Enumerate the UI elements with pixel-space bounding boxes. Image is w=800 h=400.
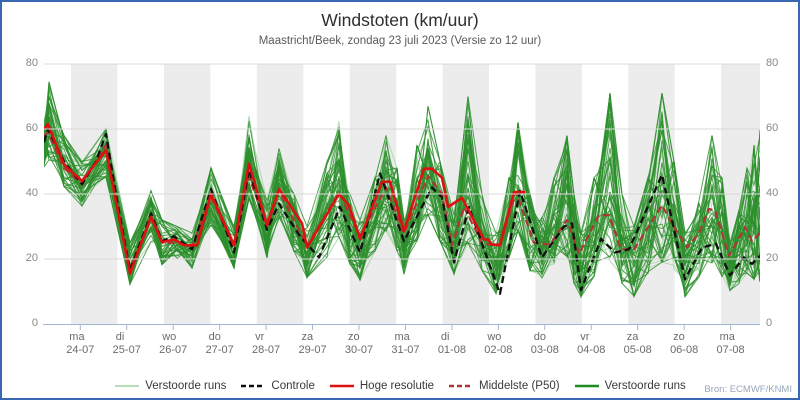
chart-legend: Verstoorde runs Controle Hoge resolutie Mid… <box>2 380 798 392</box>
legend-label: Controle <box>271 380 315 392</box>
x-axis-day-label: do 27-07 <box>205 331 234 356</box>
chart-title: Windstoten (km/uur) <box>321 10 479 30</box>
legend-item: Verstoorde runs <box>114 380 226 392</box>
y-axis-label-right: 20 <box>766 252 779 264</box>
chart-subtitle: Maastricht/Beek, zondag 23 juli 2023 (Ve… <box>258 35 542 47</box>
x-axis-day-label: ma 07-08 <box>716 331 745 356</box>
series-hoge-resolutie <box>44 122 525 275</box>
y-axis-label-left: 0 <box>31 317 38 329</box>
y-axis-label-left: 40 <box>25 187 38 199</box>
y-axis-label-left: 60 <box>25 122 38 134</box>
x-axis-day-label: do 03-08 <box>530 331 559 356</box>
y-axis-label-left: 80 <box>25 57 38 69</box>
legend-swatch-verstoorde-runs <box>115 385 140 387</box>
x-axis-day-label: vr 28-07 <box>252 331 281 356</box>
legend-item: Middelste (P50) <box>448 380 560 392</box>
x-axis-day-label: wo 26-07 <box>159 331 188 356</box>
x-axis-day-label: wo 02-08 <box>484 331 513 356</box>
ensemble-member-line <box>44 102 760 271</box>
legend-swatch-controle <box>241 384 266 388</box>
series-controle <box>44 127 760 295</box>
x-axis-day-label: zo 06-08 <box>670 331 699 356</box>
source-credit: Bron: ECMWF/KNMI <box>704 384 792 395</box>
legend-swatch-verstoorde-runs <box>574 384 599 388</box>
x-axis-day-label: ma 31-07 <box>391 331 420 356</box>
x-axis-day-label: zo 30-07 <box>344 331 374 356</box>
y-axis-label-right: 80 <box>766 57 779 69</box>
x-axis-day-label: di 25-07 <box>112 331 141 356</box>
ensemble-member-line <box>44 93 760 276</box>
legend-label: Hoge resolutie <box>359 380 435 392</box>
x-axis-day-label: ma 24-07 <box>66 331 95 356</box>
legend-item: Hoge resolutie <box>329 380 434 392</box>
y-axis-label-right: 40 <box>766 187 779 199</box>
series-middelste-p50- <box>44 131 760 270</box>
y-axis-label-right: 60 <box>766 122 779 134</box>
y-axis-label-right: 0 <box>766 317 773 329</box>
x-axis-day-label: za 29-07 <box>298 331 327 356</box>
legend-swatch-hoge-resolutie <box>329 384 354 388</box>
y-axis-label-left: 20 <box>25 252 38 264</box>
legend-label: Verstoorde runs <box>604 380 686 392</box>
x-axis-day-label: di 01-08 <box>437 331 466 356</box>
legend-item: Controle <box>240 380 315 392</box>
ensemble-member-line <box>44 95 760 284</box>
x-axis-day-label: za 05-08 <box>623 331 652 356</box>
ensemble-member-line <box>44 115 760 297</box>
legend-label: Middelste (P50) <box>479 380 560 392</box>
legend-item: Verstoorde runs <box>574 380 686 392</box>
x-axis-day-label: vr 04-08 <box>577 331 606 356</box>
legend-label: Verstoorde runs <box>145 380 227 392</box>
legend-swatch-middelste-p50- <box>449 384 474 388</box>
